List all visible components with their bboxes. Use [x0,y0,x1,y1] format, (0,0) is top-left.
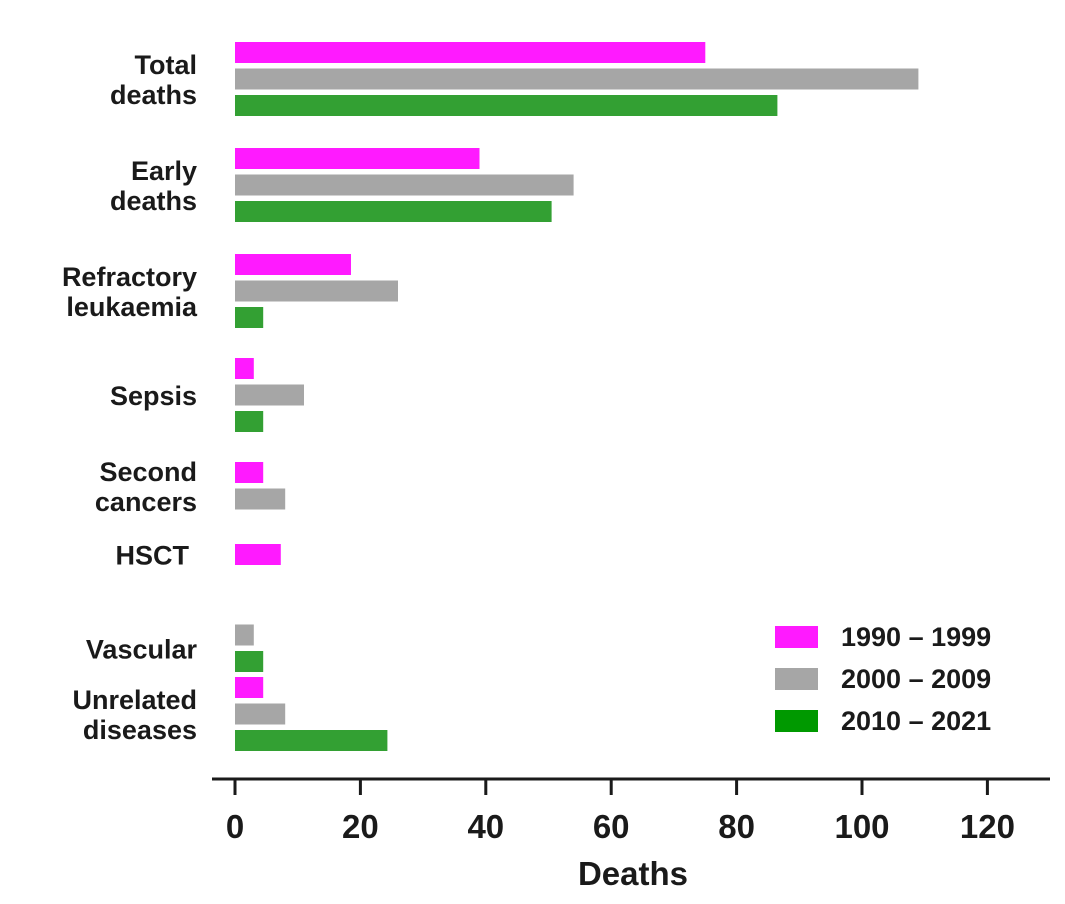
bar-1990-1999-cat-1 [235,148,480,169]
legend-label-1: 2000 – 2009 [841,664,991,694]
legend-swatch-0 [775,626,818,648]
x-tick-label-60: 60 [593,808,630,845]
category-label-5: HSCT [116,541,190,571]
bar-1990-1999-cat-5 [235,544,281,565]
x-tick-label-120: 120 [960,808,1015,845]
x-tick-label-80: 80 [718,808,755,845]
legend-label-0: 1990 – 1999 [841,622,991,652]
bar-2010-2021-cat-7 [235,730,388,751]
category-labels: Total deaths Early deaths Refractory leukaemi… [62,50,198,745]
bar-2000-2009-cat-0 [235,68,919,90]
bar-1990-1999-cat-2 [235,254,351,275]
bar-2000-2009-cat-6 [235,624,254,646]
bar-2000-2009-cat-3 [235,384,304,406]
bar-2010-2021-cat-6 [235,651,264,672]
bar-2000-2009-cat-2 [235,280,398,302]
x-tick-label-20: 20 [342,808,379,845]
category-label-4: Second cancers [95,457,197,517]
legend: 1990 – 1999 2000 – 2009 2010 – 2021 [775,622,991,736]
x-axis-ticks: 0 20 40 60 80 100 120 [226,779,1015,845]
legend-swatch-1 [775,668,818,690]
bar-2010-2021-cat-2 [235,307,264,328]
bar-1990-1999-cat-4 [235,462,264,483]
category-label-1: Early deaths [110,156,197,216]
bar-1990-1999-cat-7 [235,677,264,698]
legend-label-2: 2010 – 2021 [841,706,991,736]
bar-2010-2021-cat-3 [235,411,264,432]
bar-2010-2021-cat-1 [235,201,552,222]
x-tick-label-40: 40 [467,808,504,845]
x-tick-label-100: 100 [834,808,889,845]
bar-2010-2021-cat-0 [235,95,778,116]
bar-1990-1999-cat-0 [235,42,706,63]
bar-1990-1999-cat-3 [235,358,254,379]
bar-2000-2009-cat-4 [235,488,286,510]
category-label-3: Sepsis [110,381,197,411]
x-axis-title: Deaths [578,855,688,892]
category-label-0: Total deaths [110,50,197,110]
bar-2000-2009-cat-1 [235,174,574,196]
category-label-7: Unrelated diseases [72,685,197,745]
x-tick-label-0: 0 [226,808,244,845]
category-label-2: Refractory leukaemia [62,262,198,322]
bars-group [235,42,919,751]
bar-2000-2009-cat-7 [235,703,286,725]
legend-swatch-2 [775,710,818,732]
category-label-6: Vascular [86,634,198,664]
